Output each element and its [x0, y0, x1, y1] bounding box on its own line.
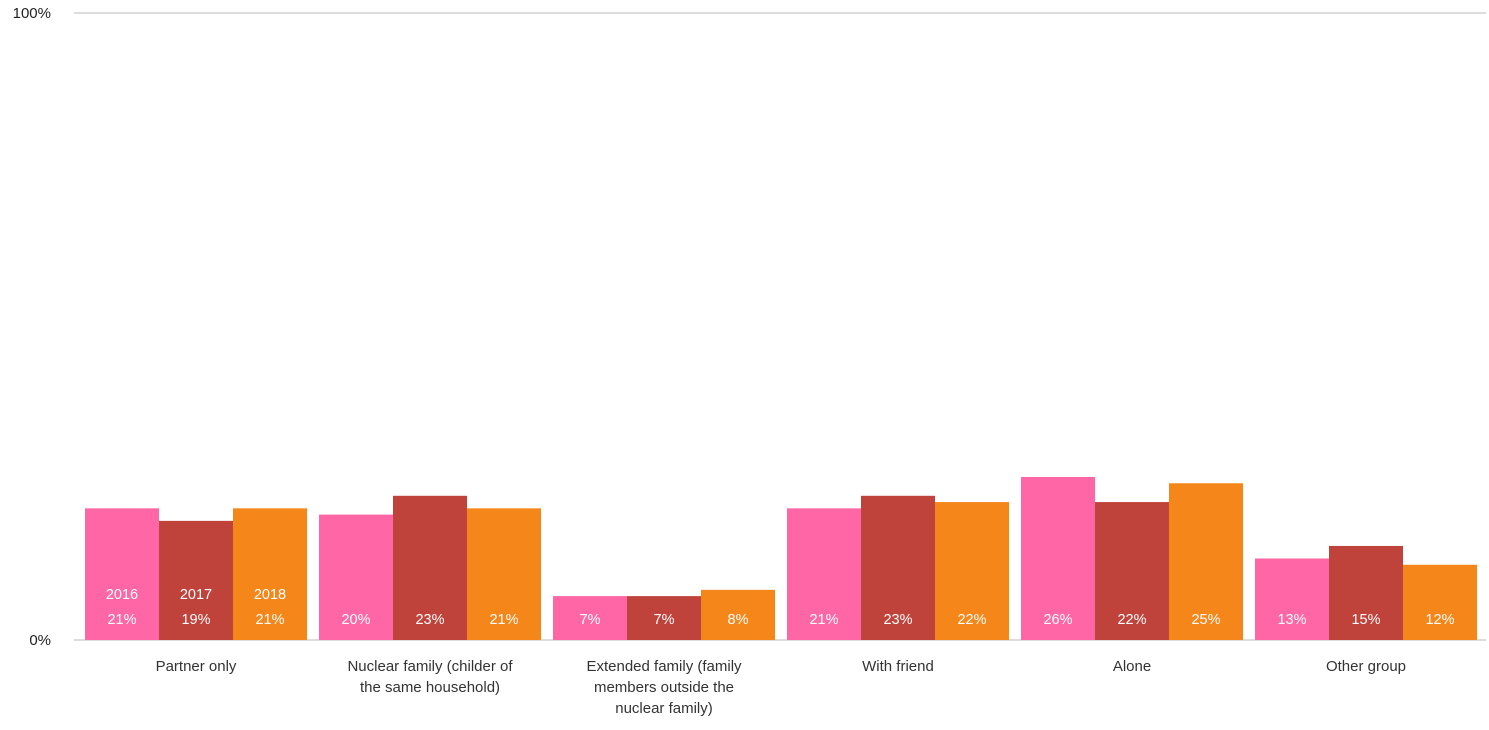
bar-2017-5	[1329, 545, 1403, 640]
bar-2018-5	[1403, 564, 1477, 640]
bar-2017-3	[861, 495, 935, 640]
bar-2018-0	[233, 508, 307, 640]
bar-2016-2	[553, 596, 627, 640]
category-label-4-line-0: Alone	[1113, 658, 1151, 675]
data-label-2018-3: 22%	[957, 612, 986, 628]
data-label-2016-2: 7%	[580, 612, 601, 628]
bars	[85, 476, 1477, 640]
category-label-2-line-2: nuclear family)	[615, 700, 713, 717]
bar-2016-4	[1021, 476, 1095, 640]
data-label-2017-4: 22%	[1117, 612, 1146, 628]
data-label-2018-5: 12%	[1425, 612, 1454, 628]
category-label-3-line-0: With friend	[862, 658, 934, 675]
category-label-2-line-1: members outside the	[594, 679, 734, 696]
y-tick-label-0: 0%	[29, 632, 51, 649]
bar-2018-2	[701, 589, 775, 640]
series-label-2016: 2016	[106, 587, 138, 603]
bar-2018-1	[467, 508, 541, 640]
bar-2017-1	[393, 495, 467, 640]
y-tick-label-1: 100%	[13, 5, 51, 22]
data-label-2017-2: 7%	[654, 612, 675, 628]
data-label-2018-2: 8%	[728, 612, 749, 628]
bar-2018-4	[1169, 483, 1243, 640]
data-label-2016-5: 13%	[1277, 612, 1306, 628]
category-label-1-line-0: Nuclear family (childer of	[347, 658, 513, 675]
data-label-2017-1: 23%	[415, 612, 444, 628]
data-label-2017-0: 19%	[181, 612, 210, 628]
data-label-2016-0: 21%	[107, 612, 136, 628]
bar-2017-2	[627, 596, 701, 640]
bar-2017-4	[1095, 502, 1169, 640]
data-label-2017-3: 23%	[883, 612, 912, 628]
series-label-2017: 2017	[180, 587, 212, 603]
data-label-2016-3: 21%	[809, 612, 838, 628]
category-label-0-line-0: Partner only	[156, 658, 237, 675]
data-label-2018-1: 21%	[489, 612, 518, 628]
bar-2016-5	[1255, 558, 1329, 640]
data-label-2016-4: 26%	[1043, 612, 1072, 628]
category-label-1-line-1: the same household)	[360, 679, 500, 696]
data-label-2018-4: 25%	[1191, 612, 1220, 628]
bar-2016-1	[319, 514, 393, 640]
y-axis-ticks: 0% 100%	[13, 5, 51, 649]
bar-2018-3	[935, 502, 1009, 640]
data-labels: 21% 2016 19% 2017 21% 2018 20% 23% 21% 7% 7% 8% 21% 2…	[106, 587, 1455, 628]
category-label-5-line-0: Other group	[1326, 658, 1406, 675]
bar-2017-0	[159, 520, 233, 640]
data-label-2016-1: 20%	[341, 612, 370, 628]
category-label-2-line-0: Extended family (family	[586, 658, 742, 675]
category-labels: Partner only Nuclear family (childer of th…	[156, 658, 1406, 717]
series-label-2018: 2018	[254, 587, 286, 603]
bar-2016-0	[85, 508, 159, 640]
data-label-2017-5: 15%	[1351, 612, 1380, 628]
data-label-2018-0: 21%	[255, 612, 284, 628]
bar-2016-3	[787, 508, 861, 640]
